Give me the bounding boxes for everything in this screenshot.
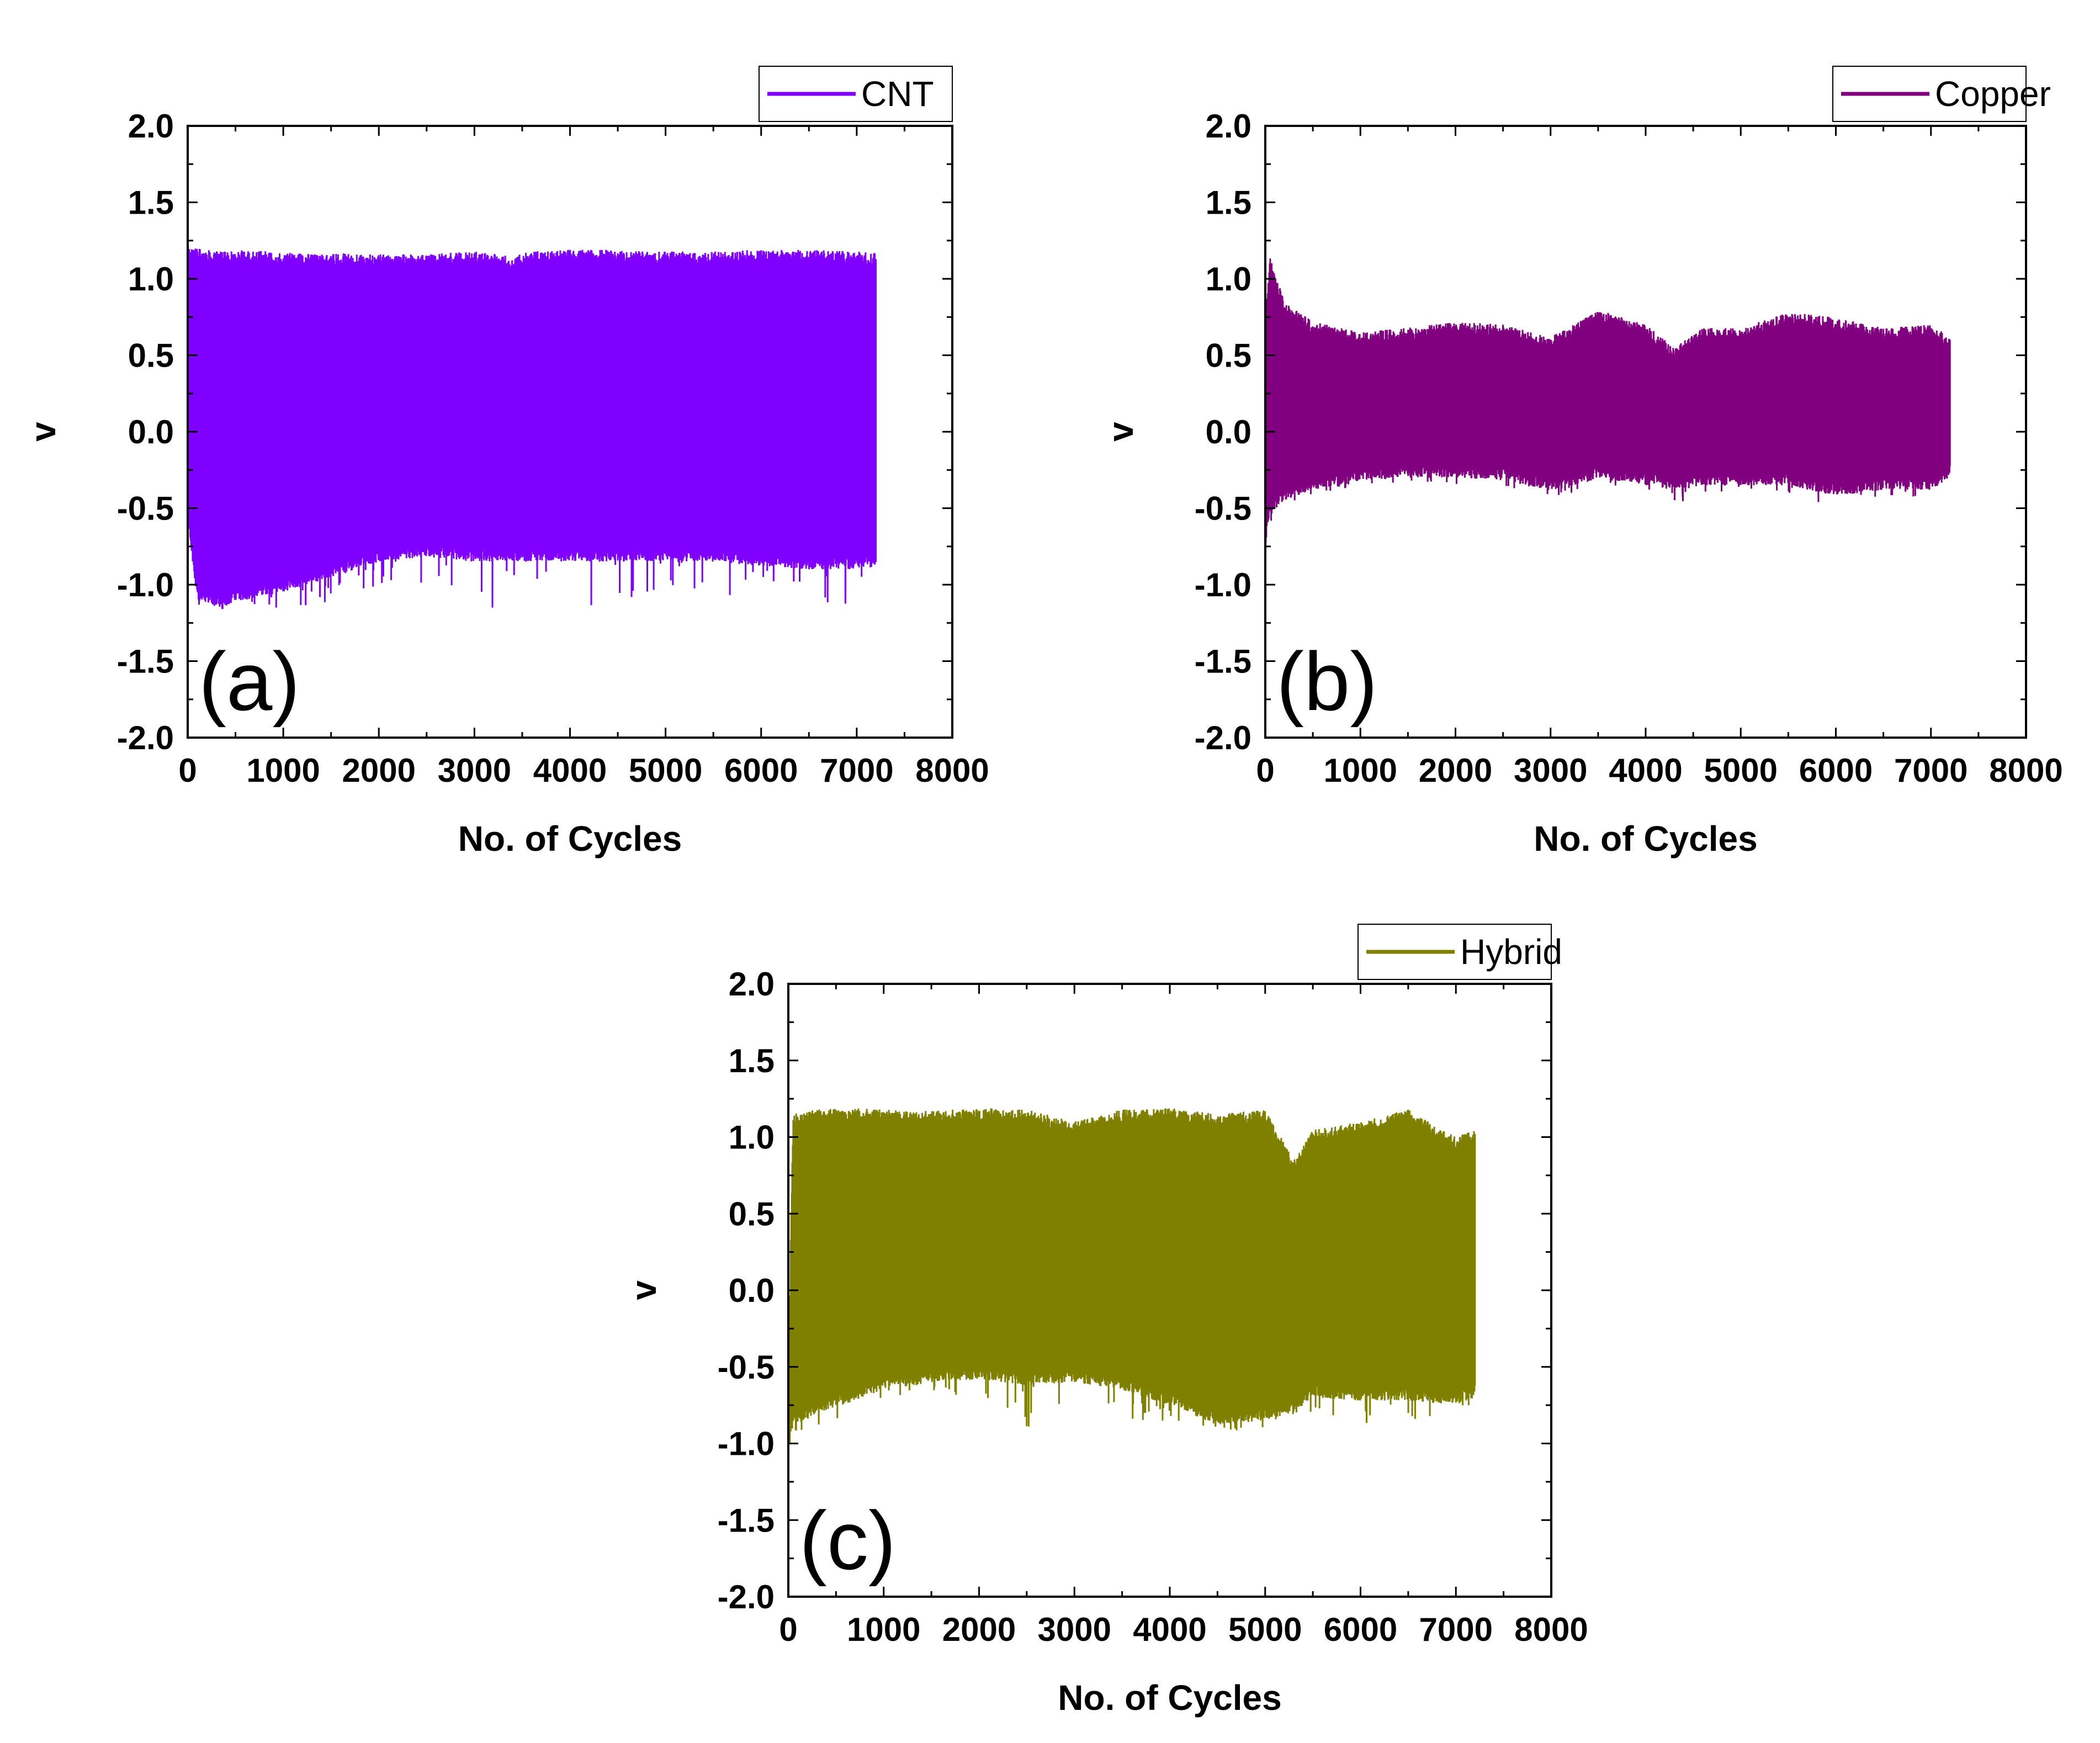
y-axis-title: v	[1101, 422, 1141, 442]
y-tick-label: 2.0	[729, 966, 775, 1003]
y-tick-label: -1.5	[1195, 643, 1251, 680]
x-axis: 0 1000 2000 3000 4000 5000 6000 7000 8000	[178, 126, 989, 789]
x-tick-label: 6000	[1324, 1611, 1397, 1648]
panel-label: (b)	[1276, 635, 1377, 728]
y-tick-label: 0.5	[128, 337, 174, 374]
y-tick-label: 0.0	[128, 414, 174, 451]
x-tick-label: 0	[178, 752, 197, 789]
legend-label: CNT	[861, 74, 934, 114]
y-tick-label: 1.5	[729, 1042, 775, 1079]
y-tick-label: -2.0	[718, 1578, 775, 1615]
x-tick-label: 0	[779, 1611, 797, 1648]
y-tick-label: 0.0	[729, 1272, 775, 1309]
y-tick-label: 1.5	[1206, 184, 1251, 221]
legend: Hybrid	[1357, 924, 1562, 980]
x-tick-label: 5000	[629, 752, 702, 789]
x-tick-label: 7000	[1419, 1611, 1493, 1648]
y-tick-label: -0.5	[718, 1349, 775, 1386]
y-tick-label: 0.5	[729, 1195, 775, 1232]
series-copper	[1264, 258, 1951, 543]
y-tick-label: 1.0	[1206, 261, 1251, 298]
x-tick-label: 2000	[1419, 752, 1492, 789]
y-tick-label: -2.0	[1195, 719, 1251, 756]
x-axis-title: No. of Cycles	[1058, 1678, 1281, 1718]
y-tick-label: -1.5	[718, 1502, 775, 1539]
y-tick-label: 1.0	[729, 1119, 775, 1156]
panel-label: (c)	[799, 1494, 896, 1587]
x-tick-label: 8000	[1514, 1611, 1588, 1648]
y-axis: 2.0 1.5 1.0 0.5 0.0 -0.5 -1.0 -1.5 -2.0	[117, 108, 952, 756]
x-tick-label: 7000	[820, 752, 893, 789]
x-tick-label: 5000	[1704, 752, 1778, 789]
x-tick-label: 6000	[724, 752, 798, 789]
series-line	[187, 248, 877, 610]
x-tick-label: 0	[1256, 752, 1274, 789]
y-axis-title: v	[23, 422, 63, 442]
x-tick-label: 4000	[1609, 752, 1682, 789]
x-axis: 0 1000 2000 3000 4000 5000 6000 7000 8000	[1256, 126, 2063, 789]
x-tick-label: 4000	[1133, 1611, 1206, 1648]
x-tick-label: 7000	[1894, 752, 1968, 789]
x-tick-label: 2000	[342, 752, 416, 789]
x-tick-label: 4000	[533, 752, 607, 789]
y-tick-label: -2.0	[117, 719, 174, 756]
y-tick-label: 2.0	[128, 108, 174, 145]
x-tick-label: 1000	[246, 752, 320, 789]
y-tick-label: 2.0	[1206, 108, 1251, 145]
x-tick-label: 3000	[438, 752, 511, 789]
x-tick-label: 1000	[1324, 752, 1397, 789]
x-tick-label: 3000	[1514, 752, 1587, 789]
y-axis: 2.0 1.5 1.0 0.5 0.0 -0.5 -1.0 -1.5 -2.0	[1195, 108, 2026, 756]
x-tick-label: 8000	[915, 752, 989, 789]
series-hybrid	[787, 1108, 1476, 1444]
y-tick-label: -1.5	[117, 643, 174, 680]
series-line	[1264, 258, 1951, 543]
panel-label: (a)	[199, 635, 300, 728]
y-tick-label: -0.5	[117, 490, 174, 527]
legend: CNT	[759, 66, 953, 122]
x-axis-title: No. of Cycles	[458, 819, 682, 859]
y-axis-title: v	[624, 1280, 664, 1300]
x-tick-label: 5000	[1228, 1611, 1302, 1648]
y-tick-label: -1.0	[117, 566, 174, 603]
series-line	[787, 1108, 1476, 1444]
x-axis: 0 1000 2000 3000 4000 5000 6000 7000 8000	[779, 984, 1588, 1648]
chart-panel-1: CNT 0 1000 2000 3000 4000 5000 6000 7000 8000 2.0 1…	[23, 66, 989, 859]
x-tick-label: 1000	[847, 1611, 920, 1648]
x-axis-title: No. of Cycles	[1534, 819, 1757, 859]
x-tick-label: 6000	[1799, 752, 1873, 789]
y-tick-label: -1.0	[1195, 566, 1251, 603]
y-tick-label: 0.5	[1206, 337, 1251, 374]
legend-label: Copper	[1935, 74, 2051, 114]
legend-label: Hybrid	[1460, 932, 1562, 972]
y-tick-label: 0.0	[1206, 414, 1251, 451]
legend: Copper	[1832, 66, 2051, 122]
y-tick-label: -0.5	[1195, 490, 1251, 527]
x-tick-label: 3000	[1038, 1611, 1111, 1648]
series-cnt	[187, 248, 877, 610]
y-tick-label: 1.5	[128, 184, 174, 221]
x-tick-label: 2000	[942, 1611, 1016, 1648]
y-tick-label: 1.0	[128, 261, 174, 298]
y-tick-label: -1.0	[718, 1426, 775, 1463]
y-axis: 2.0 1.5 1.0 0.5 0.0 -0.5 -1.0 -1.5 -2.0	[718, 966, 1551, 1615]
x-tick-label: 8000	[1989, 752, 2062, 789]
